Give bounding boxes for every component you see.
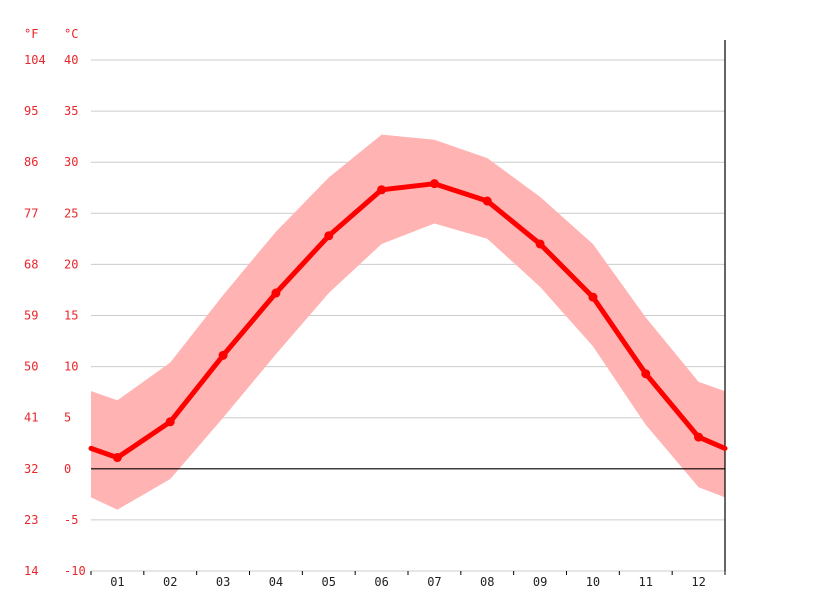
mean-temperature-series xyxy=(88,179,728,463)
y-tick-label-celsius: 10 xyxy=(64,360,78,374)
data-point-03 xyxy=(218,350,228,360)
y-tick-label-fahrenheit: 77 xyxy=(24,206,38,220)
x-tick-label-06: 06 xyxy=(374,575,388,589)
y-tick-label-celsius: 35 xyxy=(64,104,78,118)
data-point-02 xyxy=(165,417,175,427)
y-tick-label-fahrenheit: 86 xyxy=(24,155,38,169)
y-tick-label-celsius: -5 xyxy=(64,513,78,527)
mean-temperature-line xyxy=(88,181,728,461)
data-point-09 xyxy=(535,239,545,249)
celsius-unit-label: °C xyxy=(64,27,78,41)
y-tick-label-celsius: 0 xyxy=(64,462,71,476)
x-tick-label-12: 12 xyxy=(691,575,705,589)
y-tick-label-fahrenheit: 104 xyxy=(24,53,46,67)
data-point-05 xyxy=(324,231,334,241)
y-tick-label-fahrenheit: 32 xyxy=(24,462,38,476)
x-tick-label-08: 08 xyxy=(480,575,494,589)
y-tick-label-celsius: 30 xyxy=(64,155,78,169)
data-point-12 xyxy=(694,432,704,442)
y-tick-label-celsius: -10 xyxy=(64,564,86,578)
x-tick-label-10: 10 xyxy=(586,575,600,589)
x-tick-label-09: 09 xyxy=(533,575,547,589)
data-point-01 xyxy=(112,453,122,463)
axes xyxy=(90,40,726,575)
y-tick-label-fahrenheit: 23 xyxy=(24,513,38,527)
y-tick-label-fahrenheit: 14 xyxy=(24,564,38,578)
x-tick-label-04: 04 xyxy=(269,575,283,589)
fahrenheit-unit-label: °F xyxy=(24,27,38,41)
y-axis-labels: °F °C 104 40 95 35 86 30 77 25 68 20 59 15 50 10 41 5 32… xyxy=(24,27,86,578)
x-tick-label-05: 05 xyxy=(322,575,336,589)
data-point-06 xyxy=(377,185,387,195)
y-tick-label-celsius: 20 xyxy=(64,257,78,271)
temperature-range-band xyxy=(91,134,725,510)
x-tick-label-02: 02 xyxy=(163,575,177,589)
y-tick-label-celsius: 25 xyxy=(64,206,78,220)
y-tick-label-celsius: 5 xyxy=(64,411,71,425)
data-point-04 xyxy=(271,288,281,298)
y-tick-label-fahrenheit: 59 xyxy=(24,309,38,323)
x-tick-label-11: 11 xyxy=(639,575,653,589)
y-tick-label-fahrenheit: 50 xyxy=(24,360,38,374)
x-tick-label-07: 07 xyxy=(427,575,441,589)
data-point-11 xyxy=(641,369,651,379)
x-axis-labels: 01 02 03 04 05 06 07 08 09 10 11 12 xyxy=(110,575,706,589)
y-tick-label-celsius: 15 xyxy=(64,309,78,323)
y-tick-label-fahrenheit: 95 xyxy=(24,104,38,118)
y-tick-label-celsius: 40 xyxy=(64,53,78,67)
temperature-range-band-layer xyxy=(91,134,725,510)
x-tick-label-03: 03 xyxy=(216,575,230,589)
y-tick-label-fahrenheit: 41 xyxy=(24,411,38,425)
data-point-08 xyxy=(482,196,492,206)
data-point-07 xyxy=(429,179,439,189)
data-point-10 xyxy=(588,292,598,302)
x-tick-label-01: 01 xyxy=(110,575,124,589)
y-tick-label-fahrenheit: 68 xyxy=(24,257,38,271)
